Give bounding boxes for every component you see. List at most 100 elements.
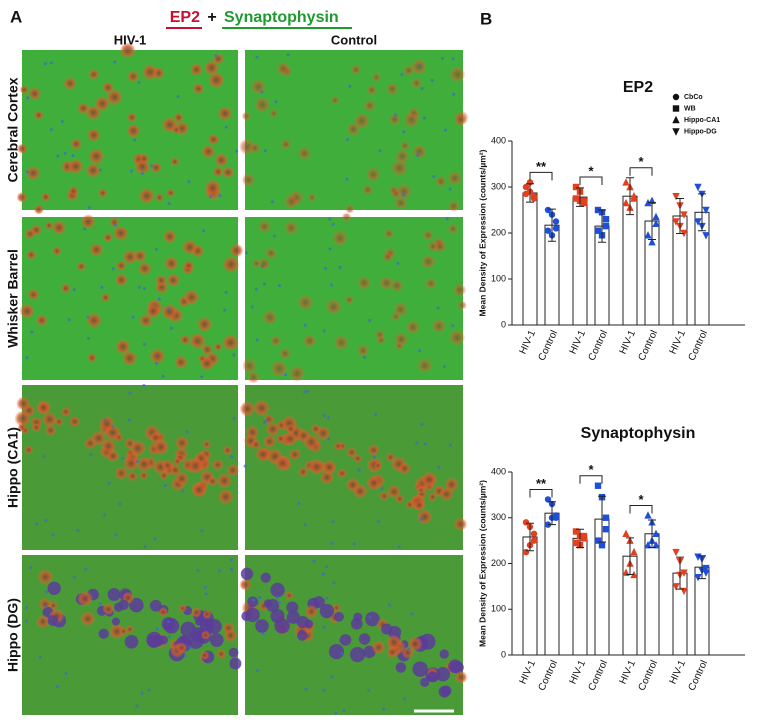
cell bbox=[276, 434, 286, 444]
data-point bbox=[530, 530, 538, 537]
cell bbox=[142, 64, 158, 80]
cell bbox=[41, 192, 51, 202]
cell bbox=[217, 473, 232, 489]
cell bbox=[241, 611, 252, 622]
cell bbox=[400, 141, 410, 151]
nucleus bbox=[121, 456, 125, 460]
cell bbox=[26, 250, 36, 260]
cell bbox=[214, 342, 223, 351]
data-point bbox=[572, 195, 580, 202]
nucleus bbox=[340, 651, 344, 655]
cell bbox=[403, 65, 415, 76]
cell bbox=[394, 196, 408, 209]
nucleus bbox=[330, 675, 334, 679]
cell bbox=[353, 454, 363, 463]
nucleus bbox=[263, 149, 267, 153]
cell bbox=[202, 440, 211, 449]
cell bbox=[86, 163, 101, 178]
cell bbox=[63, 77, 77, 90]
panel-letter: B bbox=[480, 9, 492, 28]
nucleus bbox=[440, 56, 444, 60]
nucleus bbox=[345, 138, 349, 142]
nucleus bbox=[60, 119, 64, 123]
nucleus bbox=[87, 206, 91, 210]
data-point bbox=[602, 216, 610, 223]
data-point bbox=[594, 482, 602, 489]
cell bbox=[439, 649, 449, 659]
micrographs bbox=[14, 42, 469, 716]
data-point bbox=[622, 178, 630, 186]
nucleus bbox=[86, 315, 90, 319]
legend-marker bbox=[672, 93, 680, 101]
x-tick-label: Control bbox=[637, 659, 661, 693]
nucleus bbox=[150, 164, 154, 168]
cell bbox=[197, 317, 212, 332]
error-bar bbox=[626, 537, 634, 575]
data-point bbox=[552, 225, 560, 232]
cell bbox=[435, 176, 447, 187]
nucleus bbox=[45, 590, 49, 594]
nucleus bbox=[224, 125, 228, 129]
cell bbox=[86, 312, 102, 328]
error-bar bbox=[548, 501, 556, 526]
cell bbox=[101, 293, 111, 303]
cell bbox=[87, 353, 97, 363]
x-tick-label: Control bbox=[537, 329, 561, 363]
cell bbox=[283, 432, 298, 446]
data-point bbox=[630, 192, 638, 200]
cell bbox=[366, 475, 381, 491]
nucleus bbox=[235, 149, 239, 153]
data-point bbox=[572, 183, 580, 191]
data-point bbox=[630, 547, 638, 556]
nucleus bbox=[286, 53, 290, 57]
data-point bbox=[594, 227, 602, 234]
nucleus bbox=[214, 54, 218, 58]
x-tick-label: Control bbox=[637, 329, 661, 363]
data-point bbox=[702, 564, 710, 573]
nucleus bbox=[25, 606, 29, 610]
nucleus bbox=[260, 264, 264, 268]
cell bbox=[76, 261, 86, 271]
cell bbox=[101, 438, 116, 454]
cell bbox=[229, 243, 244, 258]
cell bbox=[52, 246, 62, 256]
nucleus bbox=[183, 654, 187, 658]
cell bbox=[81, 214, 96, 229]
cell bbox=[113, 225, 129, 241]
nucleus bbox=[63, 151, 67, 155]
row-label: Cerebral Cortex bbox=[5, 77, 21, 182]
cell bbox=[406, 320, 420, 334]
cell bbox=[333, 441, 343, 451]
nucleus bbox=[260, 90, 264, 94]
nucleus bbox=[67, 318, 71, 322]
error-bar bbox=[526, 522, 534, 552]
nucleus bbox=[71, 154, 75, 158]
nucleus bbox=[303, 323, 307, 327]
nucleus bbox=[402, 193, 406, 197]
cell bbox=[89, 243, 103, 257]
nucleus bbox=[451, 57, 455, 61]
nucleus bbox=[368, 615, 372, 619]
cell bbox=[419, 633, 436, 650]
cell bbox=[16, 192, 28, 203]
cell bbox=[326, 299, 342, 315]
nucleus bbox=[262, 282, 266, 286]
cell bbox=[381, 623, 393, 635]
nucleus bbox=[422, 116, 426, 120]
cell bbox=[432, 319, 446, 333]
cell bbox=[126, 124, 141, 138]
nucleus bbox=[322, 329, 326, 333]
nucleus bbox=[72, 288, 76, 292]
data-point bbox=[694, 574, 702, 582]
panel-letter: A bbox=[10, 7, 22, 26]
cell bbox=[353, 612, 363, 622]
cell bbox=[102, 603, 115, 615]
nucleus bbox=[176, 95, 180, 99]
nucleus bbox=[44, 605, 48, 609]
y-axis-label: Mean Density of Expression (counts/µm²) bbox=[477, 480, 487, 647]
nucleus bbox=[377, 520, 381, 524]
nucleus bbox=[103, 513, 107, 517]
cell bbox=[206, 618, 222, 634]
cell bbox=[393, 302, 408, 317]
y-tick-label: 100 bbox=[491, 604, 506, 614]
